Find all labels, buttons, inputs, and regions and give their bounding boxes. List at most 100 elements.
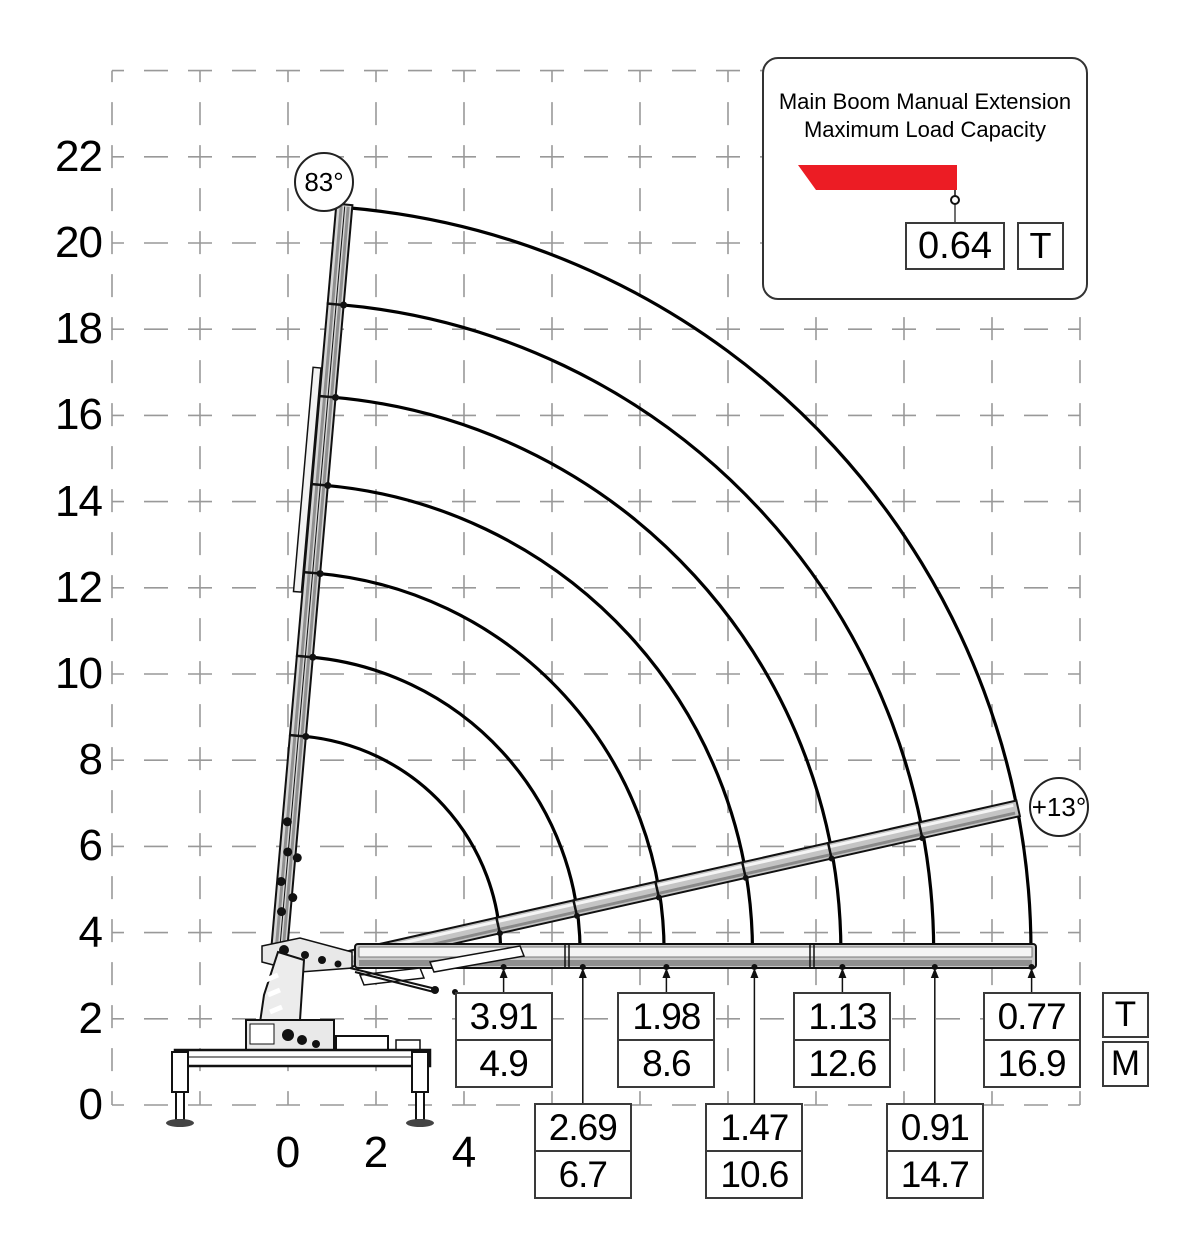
main-boom-max-elevation — [270, 202, 354, 949]
boom-min-elevation — [341, 799, 1022, 969]
legend-title-line1: Main Boom Manual Extension — [778, 89, 1072, 114]
load-value-cell: 0.91 — [900, 1106, 970, 1148]
joint-pin — [309, 653, 317, 661]
linkage-pin — [277, 907, 287, 917]
y-axis-tick-label: 0 — [78, 1080, 103, 1129]
joint-pin — [655, 894, 662, 901]
capacity-box: 1.13 12.6 — [793, 992, 892, 1088]
legend-value-box: 0.64 — [905, 222, 1005, 270]
outreach-value-cell: 16.9 — [984, 1039, 1079, 1086]
legend-box: Main Boom Manual Extension Maximum Load … — [762, 57, 1088, 300]
linkage-pin — [282, 817, 292, 827]
capacity-arc — [340, 303, 936, 953]
capacity-arc — [348, 206, 1033, 953]
linkage-pin — [283, 847, 293, 857]
outreach-value-cell: 12.6 — [795, 1039, 890, 1086]
boom-tick-dot — [579, 964, 586, 970]
y-axis-tick-label: 10 — [55, 649, 103, 698]
joint-pin — [573, 912, 580, 919]
joint-pin — [828, 855, 835, 862]
linkage-pin — [276, 876, 286, 886]
boom-tick-dot — [751, 964, 758, 970]
chassis — [173, 1048, 432, 1068]
boom-tick-dot — [500, 964, 507, 970]
linkage-pin — [292, 853, 302, 863]
y-axis-tick-label: 18 — [55, 304, 103, 354]
load-unit-box: T — [1102, 992, 1149, 1038]
outrigger-leg — [175, 1091, 185, 1121]
capacity-box: 3.91 4.9 — [454, 992, 553, 1088]
joint-pin — [332, 393, 340, 401]
boom-tick-dot — [1028, 964, 1035, 970]
load-value-cell: 2.69 — [548, 1106, 618, 1148]
boom-cylinder — [292, 366, 322, 593]
y-axis-tick-label: 8 — [78, 735, 103, 785]
boom-tick-dot — [931, 964, 938, 970]
x-axis-tick-label: 2 — [363, 1128, 389, 1177]
capacity-box: 1.98 8.6 — [617, 992, 716, 1088]
legend-title-line2: Maximum Load Capacity — [803, 117, 1047, 142]
load-value-cell: 1.47 — [720, 1106, 789, 1148]
joint-pin — [340, 301, 348, 309]
load-value-cell: 0.77 — [997, 995, 1067, 1037]
hook-pulley-icon — [950, 195, 960, 205]
capacity-arc — [316, 571, 666, 953]
min-boom-angle-badge: +13° — [1029, 777, 1089, 837]
linkage-pin — [288, 893, 298, 903]
load-value-cell: 1.98 — [632, 995, 701, 1037]
y-axis-tick-label: 6 — [78, 821, 103, 871]
capacity-box: 2.69 6.7 — [533, 1103, 632, 1199]
legend-unit: T — [1029, 225, 1052, 266]
outreach-value-cell: 14.7 — [887, 1150, 982, 1197]
legend-unit-box: T — [1017, 222, 1064, 270]
pivot-pin — [318, 956, 326, 964]
joint-pin — [742, 874, 749, 881]
capacity-arc — [332, 395, 843, 953]
min-boom-angle-label: +13° — [1031, 791, 1087, 822]
load-unit-label: T — [1114, 995, 1137, 1034]
capacity-arc — [324, 483, 755, 953]
outreach-unit-box: M — [1102, 1041, 1149, 1087]
y-axis-tick-label: 20 — [55, 218, 103, 267]
outrigger-upper — [411, 1051, 429, 1093]
joint-pin — [496, 930, 503, 937]
crane-base — [166, 950, 434, 1127]
load-value-cell: 3.91 — [469, 995, 539, 1037]
outreach-value-cell: 8.6 — [619, 1039, 714, 1086]
y-axis-tick-label: 12 — [55, 562, 103, 612]
joint-pin — [324, 482, 332, 490]
max-boom-angle-label: 83° — [304, 166, 344, 197]
load-value-cell: 1.13 — [808, 995, 877, 1037]
outrigger-leg — [415, 1091, 425, 1121]
pivot-pin — [431, 986, 439, 994]
y-axis-tick-label: 22 — [55, 131, 103, 181]
capacity-box: 0.91 14.7 — [885, 1103, 984, 1199]
boom-tick-dot — [663, 964, 670, 970]
capacity-arc — [309, 655, 582, 953]
legend-value: 0.64 — [918, 224, 992, 267]
pivot-pin — [334, 960, 342, 968]
capacity-box: 1.47 10.6 — [705, 1103, 804, 1199]
outreach-unit-label: M — [1110, 1044, 1141, 1083]
max-boom-angle-badge: 83° — [294, 152, 354, 212]
joint-pin — [919, 835, 926, 842]
x-axis-tick-label: 0 — [275, 1128, 301, 1177]
horizontal-boom — [354, 943, 1037, 969]
y-axis-tick-label: 16 — [55, 390, 103, 440]
joint-pin — [302, 733, 310, 741]
y-axis-tick-label: 4 — [78, 907, 103, 957]
outreach-value-cell: 10.6 — [707, 1150, 802, 1197]
capacity-box: 0.77 16.9 — [982, 992, 1081, 1088]
red-boom-icon — [798, 165, 957, 190]
y-axis-tick-label: 14 — [55, 476, 103, 526]
legend-graphic — [798, 165, 960, 222]
capacity-arc — [302, 734, 503, 953]
outreach-value-cell: 6.7 — [535, 1150, 630, 1197]
boom-tick-dot — [839, 964, 846, 970]
leader-lines — [499, 964, 1036, 1103]
outrigger-upper — [171, 1051, 189, 1093]
y-axis-tick-label: 2 — [78, 993, 103, 1043]
x-axis-tick-label: 4 — [451, 1128, 477, 1177]
outreach-value-cell: 4.9 — [456, 1039, 551, 1086]
pivot-pin — [301, 951, 309, 959]
